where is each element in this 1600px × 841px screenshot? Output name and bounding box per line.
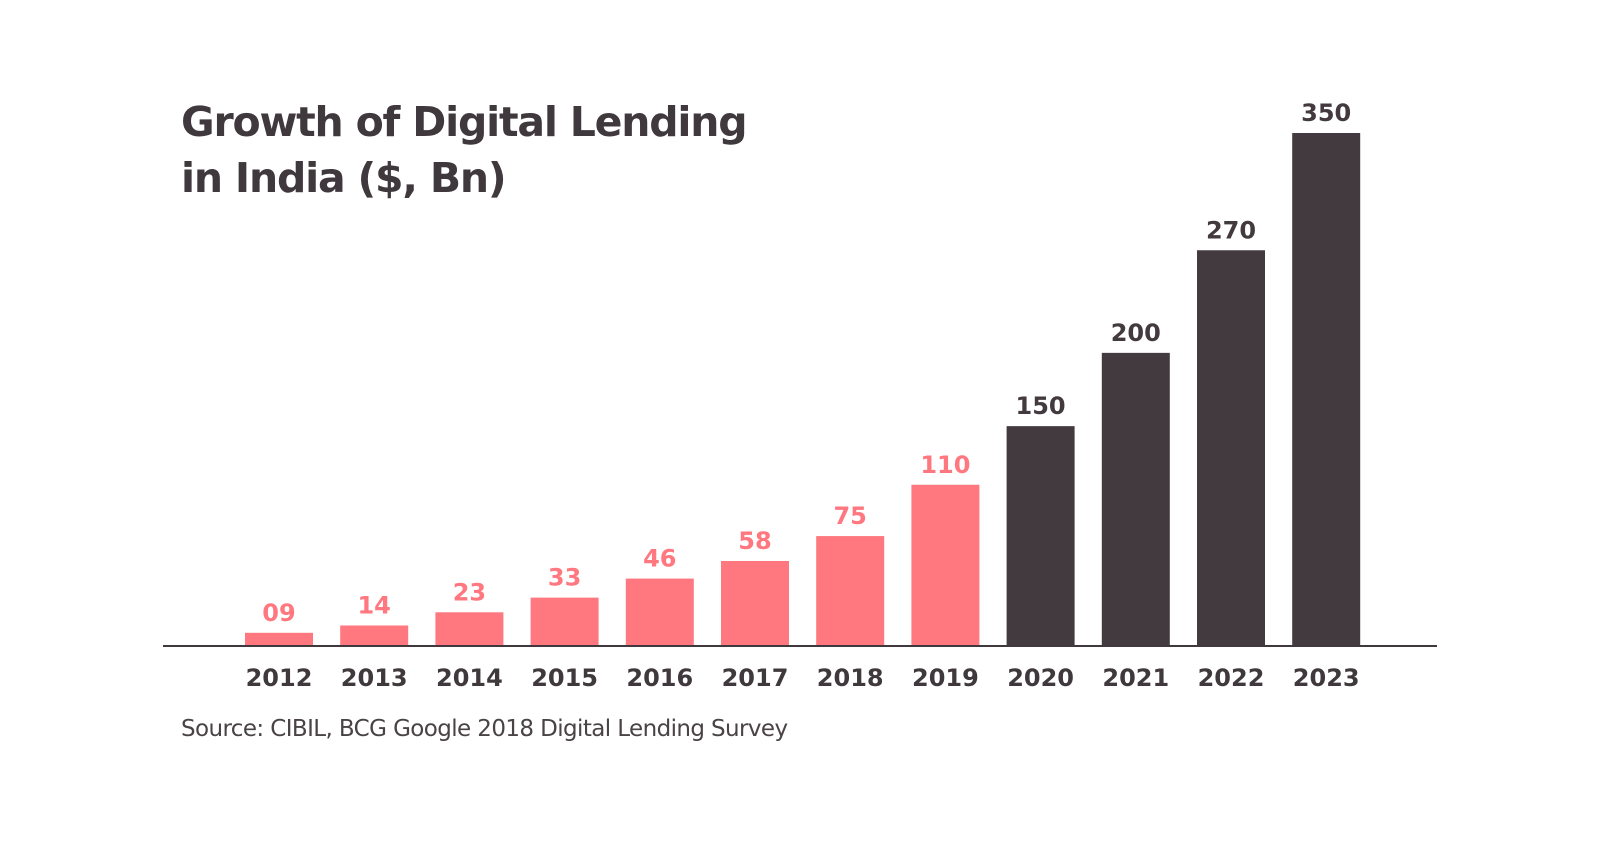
value-label-2017: 58 — [738, 527, 771, 555]
x-tick-label-2023: 2023 — [1293, 664, 1360, 692]
x-tick-label-2013: 2013 — [341, 664, 408, 692]
x-tick-labels-group: 2012 2013 2014 2015 2016 2017 2018 2019 2020 2021… — [246, 664, 1360, 692]
bar-2012 — [245, 632, 313, 646]
x-tick-label-2015: 2015 — [531, 664, 598, 692]
bar-2016 — [625, 578, 694, 646]
value-label-2013: 14 — [357, 591, 390, 619]
bar-2013 — [340, 625, 409, 646]
value-label-2018: 75 — [833, 502, 866, 530]
bar-2014 — [435, 612, 504, 646]
x-tick-label-2017: 2017 — [722, 664, 789, 692]
x-tick-label-2016: 2016 — [626, 664, 693, 692]
value-label-2012: 09 — [262, 599, 295, 627]
x-tick-label-2020: 2020 — [1007, 664, 1074, 692]
x-tick-label-2018: 2018 — [817, 664, 884, 692]
value-label-2023: 350 — [1301, 99, 1351, 127]
bar-2017 — [721, 560, 789, 646]
bar-2020 — [1006, 426, 1075, 646]
x-tick-label-2014: 2014 — [436, 664, 503, 692]
chart-title: Growth of Digital Lending in India ($, B… — [181, 98, 748, 202]
bar-2022 — [1197, 250, 1265, 646]
value-label-2021: 200 — [1111, 319, 1161, 347]
x-tick-label-2022: 2022 — [1198, 664, 1265, 692]
bar-2021 — [1101, 352, 1170, 646]
bar-2023 — [1292, 133, 1361, 646]
bars-group — [245, 133, 1361, 646]
value-label-2016: 46 — [643, 545, 676, 573]
value-labels-group: 09 14 23 33 46 58 75 110 150 200 270 350 — [262, 99, 1351, 627]
value-label-2022: 270 — [1206, 216, 1256, 244]
bar-2019 — [911, 484, 980, 646]
x-tick-label-2012: 2012 — [246, 664, 313, 692]
value-label-2014: 23 — [453, 578, 486, 606]
bar-2018 — [816, 536, 885, 646]
bar-2015 — [530, 597, 599, 646]
value-label-2015: 33 — [548, 564, 581, 592]
value-label-2019: 110 — [920, 451, 970, 479]
source-note: Source: CIBIL, BCG Google 2018 Digital L… — [181, 716, 788, 742]
x-tick-label-2021: 2021 — [1102, 664, 1169, 692]
value-label-2020: 150 — [1016, 392, 1066, 420]
x-tick-label-2019: 2019 — [912, 664, 979, 692]
